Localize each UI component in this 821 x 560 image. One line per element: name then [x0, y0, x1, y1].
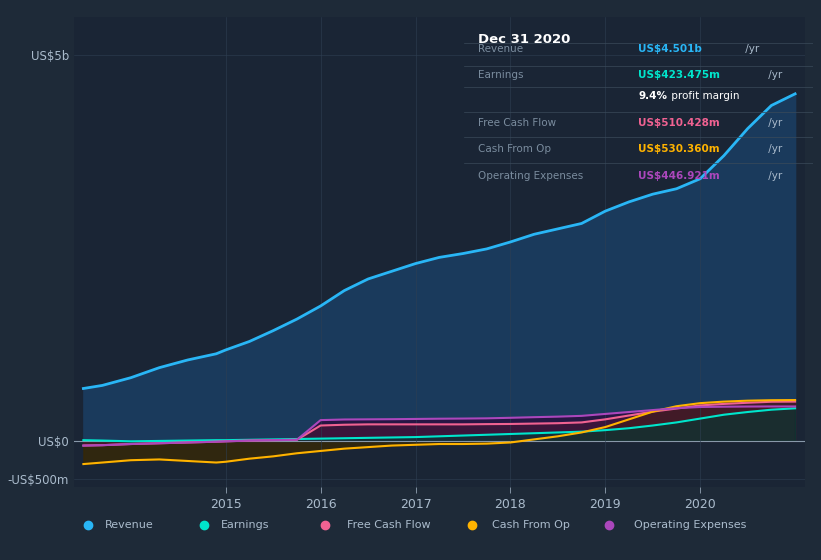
- Text: /yr: /yr: [764, 171, 782, 180]
- Text: Dec 31 2020: Dec 31 2020: [478, 32, 571, 46]
- Text: Revenue: Revenue: [104, 520, 154, 530]
- Text: 9.4%: 9.4%: [639, 91, 667, 101]
- Text: US$446.921m: US$446.921m: [639, 171, 720, 180]
- Text: profit margin: profit margin: [668, 91, 740, 101]
- Text: Cash From Op: Cash From Op: [492, 520, 570, 530]
- Text: /yr: /yr: [764, 144, 782, 154]
- Text: /yr: /yr: [742, 44, 759, 54]
- Text: Operating Expenses: Operating Expenses: [634, 520, 746, 530]
- Text: Earnings: Earnings: [221, 520, 269, 530]
- Text: US$4.501b: US$4.501b: [639, 44, 702, 54]
- Text: Operating Expenses: Operating Expenses: [478, 171, 583, 180]
- Text: Earnings: Earnings: [478, 70, 523, 80]
- Text: Revenue: Revenue: [478, 44, 523, 54]
- Text: Free Cash Flow: Free Cash Flow: [347, 520, 430, 530]
- Text: US$423.475m: US$423.475m: [639, 70, 720, 80]
- Text: Free Cash Flow: Free Cash Flow: [478, 118, 556, 128]
- Text: US$530.360m: US$530.360m: [639, 144, 720, 154]
- Text: US$510.428m: US$510.428m: [639, 118, 720, 128]
- Text: /yr: /yr: [764, 70, 782, 80]
- Text: /yr: /yr: [764, 118, 782, 128]
- Text: Cash From Op: Cash From Op: [478, 144, 551, 154]
